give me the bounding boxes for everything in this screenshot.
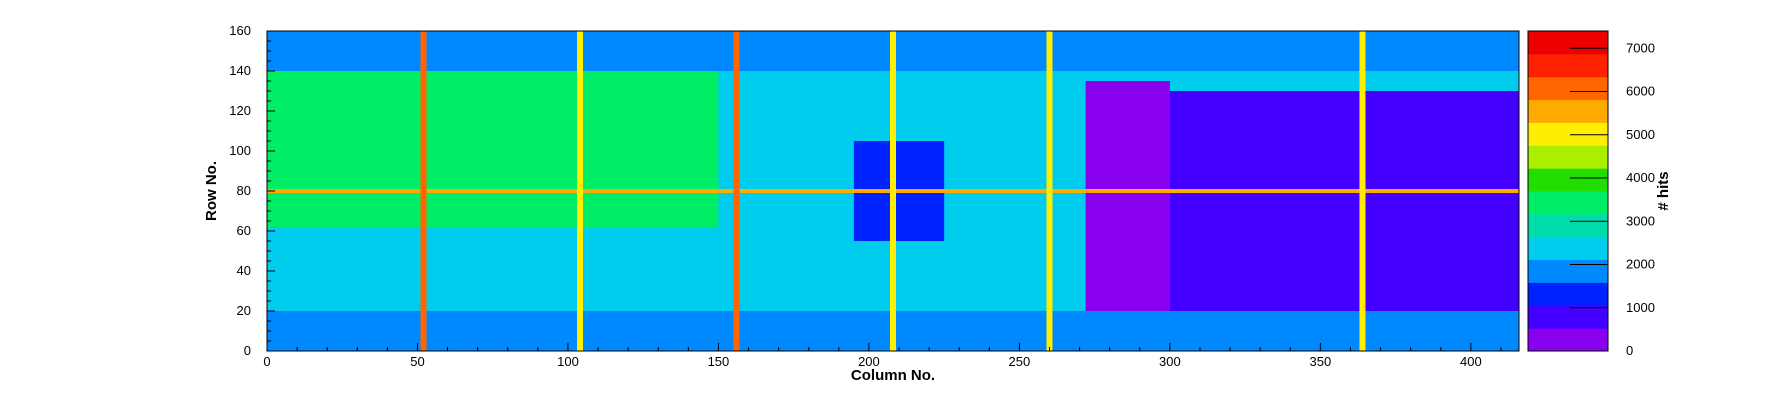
color-scale-step	[1528, 328, 1608, 352]
color-scale-step	[1528, 282, 1608, 306]
color-scale-step	[1528, 191, 1608, 215]
y-axis: 0 20 40 60 80 100 120 140 160	[229, 23, 275, 358]
heatmap-hot-column	[1046, 31, 1053, 351]
heatmap-hot-column	[576, 31, 584, 351]
heatmap-cells	[267, 31, 1519, 351]
heatmap-region-right-array	[1169, 91, 1519, 321]
x-tick-label: 250	[1009, 354, 1031, 369]
y-tick-label: 140	[229, 63, 251, 78]
x-tick-label: 150	[708, 354, 730, 369]
z-tick-label: 7000	[1626, 40, 1655, 55]
z-tick-label: 5000	[1626, 127, 1655, 142]
color-scale-step	[1528, 259, 1608, 283]
x-tick-label: 50	[410, 354, 424, 369]
y-tick-label: 60	[237, 223, 251, 238]
color-scale-axis: 0 1000 2000 3000 4000 5000 6000 7000	[1570, 40, 1655, 358]
y-tick-label: 40	[237, 263, 251, 278]
color-scale-step	[1528, 305, 1608, 329]
color-scale-step	[1528, 76, 1608, 101]
heatmap-region-right-block	[1085, 81, 1170, 311]
y-axis-title: Row No.	[203, 161, 220, 221]
color-scale-step	[1528, 122, 1608, 146]
color-scale-bar	[1527, 30, 1609, 352]
x-tick-label: 300	[1159, 354, 1181, 369]
x-tick-label: 0	[263, 354, 270, 369]
z-tick-label: 6000	[1626, 84, 1655, 99]
heatmap-hot-column	[420, 31, 427, 351]
color-scale-title: # hits	[1655, 171, 1672, 210]
y-tick-label: 120	[229, 103, 251, 118]
color-scale-step	[1528, 53, 1608, 78]
heatmap-region-left-array	[267, 41, 719, 227]
y-tick-label: 20	[237, 303, 251, 318]
x-axis: 0 50 100 150 200 250 300 350 400	[263, 343, 1502, 369]
heatmap-hot-column	[889, 31, 897, 351]
color-scale-step	[1528, 236, 1608, 261]
color-scale-step	[1528, 145, 1608, 169]
x-tick-label: 400	[1460, 354, 1482, 369]
x-tick-label: 350	[1310, 354, 1332, 369]
color-scale-step	[1528, 168, 1608, 192]
x-tick-label: 200	[858, 354, 880, 369]
z-tick-label: 3000	[1626, 213, 1655, 228]
z-tick-label: 2000	[1626, 257, 1655, 272]
z-tick-label: 0	[1626, 343, 1633, 358]
color-scale-step	[1528, 99, 1608, 123]
color-scale-step	[1528, 31, 1608, 55]
heatmap-hot-column	[733, 31, 740, 351]
color-scale-frame	[1527, 30, 1609, 352]
color-scale-step	[1528, 213, 1608, 238]
y-tick-label: 0	[244, 343, 251, 358]
z-tick-label: 1000	[1626, 300, 1655, 315]
z-tick-label: 4000	[1626, 170, 1655, 185]
x-tick-label: 100	[557, 354, 579, 369]
y-tick-label: 160	[229, 23, 251, 38]
y-tick-label: 100	[229, 143, 251, 158]
x-axis-title: Column No.	[851, 367, 935, 384]
heatmap-hot-column	[1359, 31, 1366, 351]
y-tick-label: 80	[237, 183, 251, 198]
